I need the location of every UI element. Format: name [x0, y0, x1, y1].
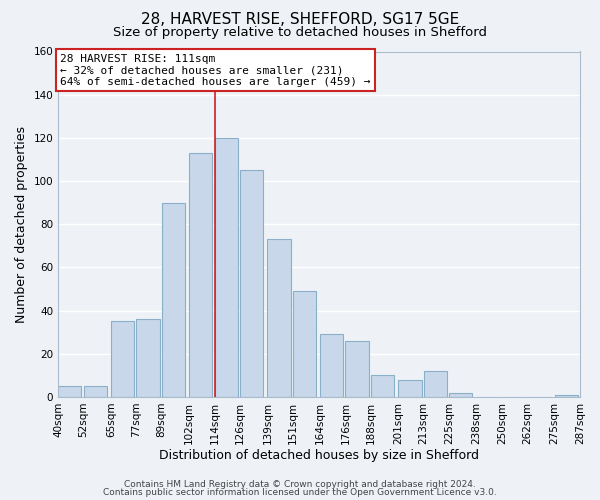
Text: Size of property relative to detached houses in Shefford: Size of property relative to detached ho… — [113, 26, 487, 39]
Bar — [136, 319, 160, 397]
Bar — [189, 153, 212, 397]
X-axis label: Distribution of detached houses by size in Shefford: Distribution of detached houses by size … — [159, 450, 479, 462]
Bar — [424, 371, 447, 397]
Bar — [58, 386, 82, 397]
Text: Contains HM Land Registry data © Crown copyright and database right 2024.: Contains HM Land Registry data © Crown c… — [124, 480, 476, 489]
Y-axis label: Number of detached properties: Number of detached properties — [15, 126, 28, 322]
Bar — [449, 392, 472, 397]
Bar — [293, 291, 316, 397]
Bar — [215, 138, 238, 397]
Bar — [320, 334, 343, 397]
Text: 28 HARVEST RISE: 111sqm
← 32% of detached houses are smaller (231)
64% of semi-d: 28 HARVEST RISE: 111sqm ← 32% of detache… — [60, 54, 371, 87]
Bar — [161, 202, 185, 397]
Bar — [398, 380, 422, 397]
Bar — [554, 395, 578, 397]
Text: 28, HARVEST RISE, SHEFFORD, SG17 5GE: 28, HARVEST RISE, SHEFFORD, SG17 5GE — [141, 12, 459, 28]
Bar — [83, 386, 107, 397]
Bar — [268, 240, 290, 397]
Text: Contains public sector information licensed under the Open Government Licence v3: Contains public sector information licen… — [103, 488, 497, 497]
Bar — [111, 322, 134, 397]
Bar — [240, 170, 263, 397]
Bar — [371, 376, 394, 397]
Bar — [346, 341, 369, 397]
